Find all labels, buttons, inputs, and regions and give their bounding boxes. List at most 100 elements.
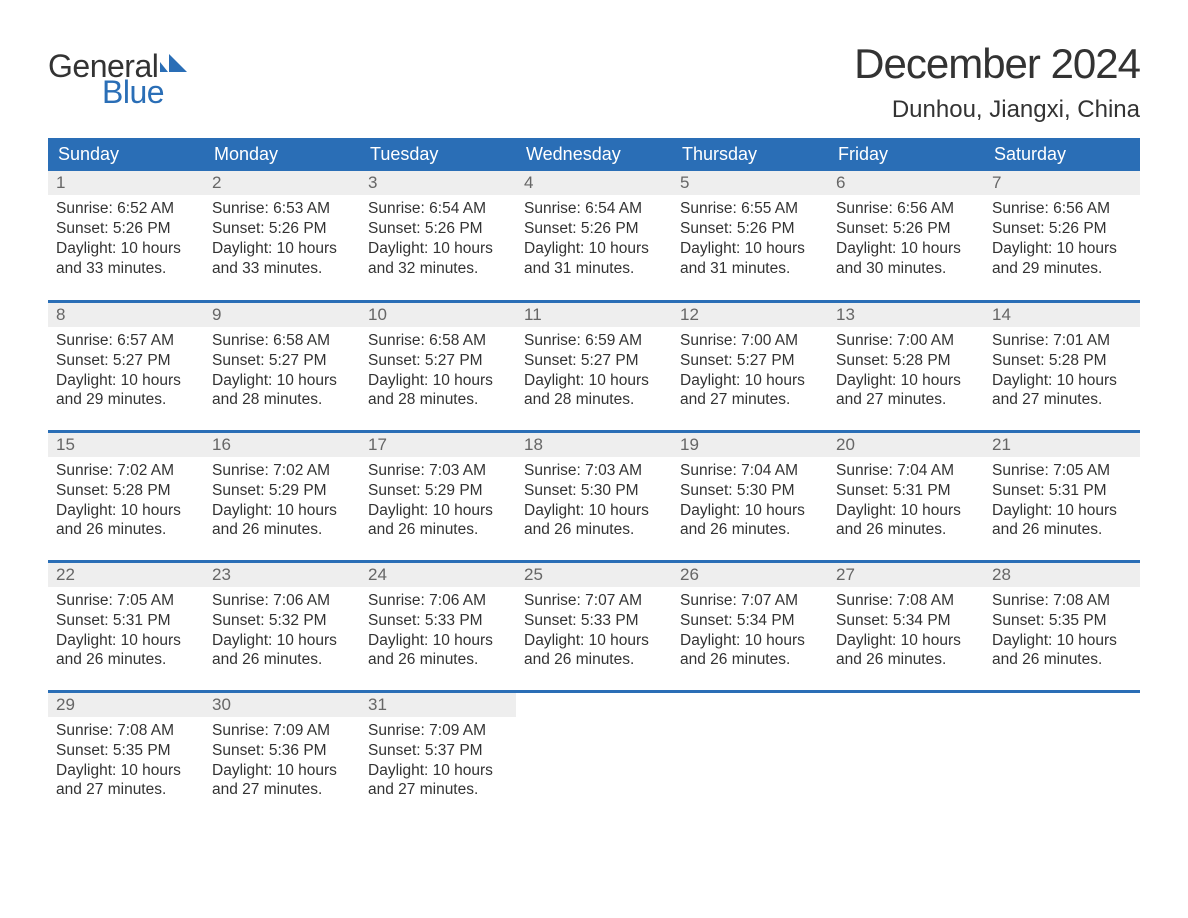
sunrise-text: Sunrise: 6:55 AM (680, 199, 820, 219)
day-number: 28 (984, 563, 1140, 587)
daylight-text-line1: Daylight: 10 hours (524, 371, 664, 391)
calendar-day-cell: .. (516, 691, 672, 821)
daylight-text-line2: and 26 minutes. (680, 520, 820, 540)
day-number: 16 (204, 433, 360, 457)
sunrise-text: Sunrise: 7:07 AM (680, 591, 820, 611)
daylight-text-line1: Daylight: 10 hours (368, 239, 508, 259)
day-details: Sunrise: 7:05 AMSunset: 5:31 PMDaylight:… (48, 587, 204, 680)
day-details: Sunrise: 6:58 AMSunset: 5:27 PMDaylight:… (360, 327, 516, 420)
calendar-day-cell: 6Sunrise: 6:56 AMSunset: 5:26 PMDaylight… (828, 171, 984, 301)
page-title: December 2024 (854, 40, 1140, 88)
daylight-text-line1: Daylight: 10 hours (992, 501, 1132, 521)
daylight-text-line1: Daylight: 10 hours (524, 239, 664, 259)
sunset-text: Sunset: 5:26 PM (836, 219, 976, 239)
sunset-text: Sunset: 5:27 PM (212, 351, 352, 371)
daylight-text-line1: Daylight: 10 hours (524, 631, 664, 651)
daylight-text-line2: and 28 minutes. (212, 390, 352, 410)
daylight-text-line1: Daylight: 10 hours (56, 239, 196, 259)
sunset-text: Sunset: 5:31 PM (836, 481, 976, 501)
daylight-text-line2: and 26 minutes. (680, 650, 820, 670)
sunrise-text: Sunrise: 7:00 AM (836, 331, 976, 351)
daylight-text-line2: and 26 minutes. (368, 520, 508, 540)
day-details: Sunrise: 6:56 AMSunset: 5:26 PMDaylight:… (828, 195, 984, 288)
day-number: 15 (48, 433, 204, 457)
sunset-text: Sunset: 5:26 PM (368, 219, 508, 239)
day-number: 22 (48, 563, 204, 587)
calendar-day-cell: 29Sunrise: 7:08 AMSunset: 5:35 PMDayligh… (48, 691, 204, 821)
calendar-day-cell: 23Sunrise: 7:06 AMSunset: 5:32 PMDayligh… (204, 561, 360, 691)
daylight-text-line1: Daylight: 10 hours (992, 371, 1132, 391)
day-number: 2 (204, 171, 360, 195)
daylight-text-line1: Daylight: 10 hours (56, 501, 196, 521)
day-number: 24 (360, 563, 516, 587)
calendar-day-cell: 1Sunrise: 6:52 AMSunset: 5:26 PMDaylight… (48, 171, 204, 301)
sunrise-text: Sunrise: 7:03 AM (524, 461, 664, 481)
day-number: 10 (360, 303, 516, 327)
daylight-text-line1: Daylight: 10 hours (368, 371, 508, 391)
daylight-text-line2: and 26 minutes. (992, 520, 1132, 540)
title-block: December 2024 Dunhou, Jiangxi, China (854, 40, 1140, 124)
daylight-text-line1: Daylight: 10 hours (56, 761, 196, 781)
sunset-text: Sunset: 5:35 PM (992, 611, 1132, 631)
weekday-header: Wednesday (516, 138, 672, 171)
calendar-day-cell: 27Sunrise: 7:08 AMSunset: 5:34 PMDayligh… (828, 561, 984, 691)
sunrise-text: Sunrise: 7:09 AM (212, 721, 352, 741)
sunrise-text: Sunrise: 6:56 AM (836, 199, 976, 219)
sunset-text: Sunset: 5:26 PM (56, 219, 196, 239)
sunrise-text: Sunrise: 6:54 AM (524, 199, 664, 219)
brand-logo: General Blue (48, 40, 188, 108)
daylight-text-line2: and 26 minutes. (212, 520, 352, 540)
calendar-day-cell: 16Sunrise: 7:02 AMSunset: 5:29 PMDayligh… (204, 431, 360, 561)
day-details: Sunrise: 6:58 AMSunset: 5:27 PMDaylight:… (204, 327, 360, 420)
sunrise-text: Sunrise: 6:58 AM (212, 331, 352, 351)
daylight-text-line1: Daylight: 10 hours (836, 631, 976, 651)
daylight-text-line1: Daylight: 10 hours (56, 631, 196, 651)
day-details: Sunrise: 7:03 AMSunset: 5:30 PMDaylight:… (516, 457, 672, 550)
sunset-text: Sunset: 5:28 PM (56, 481, 196, 501)
day-number: 18 (516, 433, 672, 457)
weekday-header: Friday (828, 138, 984, 171)
day-number: 5 (672, 171, 828, 195)
weekday-header: Thursday (672, 138, 828, 171)
daylight-text-line2: and 27 minutes. (992, 390, 1132, 410)
sunset-text: Sunset: 5:33 PM (524, 611, 664, 631)
day-number: 11 (516, 303, 672, 327)
calendar-day-cell: 9Sunrise: 6:58 AMSunset: 5:27 PMDaylight… (204, 301, 360, 431)
calendar-day-cell: 24Sunrise: 7:06 AMSunset: 5:33 PMDayligh… (360, 561, 516, 691)
daylight-text-line2: and 31 minutes. (524, 259, 664, 279)
daylight-text-line2: and 33 minutes. (56, 259, 196, 279)
sunset-text: Sunset: 5:28 PM (836, 351, 976, 371)
sunset-text: Sunset: 5:27 PM (680, 351, 820, 371)
calendar-day-cell: 22Sunrise: 7:05 AMSunset: 5:31 PMDayligh… (48, 561, 204, 691)
calendar-table: Sunday Monday Tuesday Wednesday Thursday… (48, 138, 1140, 821)
sunrise-text: Sunrise: 6:53 AM (212, 199, 352, 219)
day-details: Sunrise: 7:06 AMSunset: 5:32 PMDaylight:… (204, 587, 360, 680)
calendar-day-cell: 8Sunrise: 6:57 AMSunset: 5:27 PMDaylight… (48, 301, 204, 431)
calendar-week-row: 29Sunrise: 7:08 AMSunset: 5:35 PMDayligh… (48, 691, 1140, 821)
weekday-header: Saturday (984, 138, 1140, 171)
calendar-day-cell: 12Sunrise: 7:00 AMSunset: 5:27 PMDayligh… (672, 301, 828, 431)
daylight-text-line2: and 27 minutes. (368, 780, 508, 800)
calendar-week-row: 15Sunrise: 7:02 AMSunset: 5:28 PMDayligh… (48, 431, 1140, 561)
daylight-text-line2: and 29 minutes. (56, 390, 196, 410)
day-details: Sunrise: 7:07 AMSunset: 5:34 PMDaylight:… (672, 587, 828, 680)
day-number: 25 (516, 563, 672, 587)
day-details: Sunrise: 6:56 AMSunset: 5:26 PMDaylight:… (984, 195, 1140, 288)
calendar-day-cell: 11Sunrise: 6:59 AMSunset: 5:27 PMDayligh… (516, 301, 672, 431)
calendar-day-cell: 30Sunrise: 7:09 AMSunset: 5:36 PMDayligh… (204, 691, 360, 821)
daylight-text-line1: Daylight: 10 hours (212, 239, 352, 259)
day-details: Sunrise: 7:05 AMSunset: 5:31 PMDaylight:… (984, 457, 1140, 550)
calendar-day-cell: .. (672, 691, 828, 821)
sunset-text: Sunset: 5:27 PM (524, 351, 664, 371)
daylight-text-line2: and 26 minutes. (524, 520, 664, 540)
sunset-text: Sunset: 5:31 PM (992, 481, 1132, 501)
day-details: Sunrise: 7:03 AMSunset: 5:29 PMDaylight:… (360, 457, 516, 550)
day-details: Sunrise: 6:54 AMSunset: 5:26 PMDaylight:… (360, 195, 516, 288)
header: General Blue December 2024 Dunhou, Jiang… (48, 40, 1140, 124)
day-details: Sunrise: 7:09 AMSunset: 5:37 PMDaylight:… (360, 717, 516, 810)
calendar-day-cell: 31Sunrise: 7:09 AMSunset: 5:37 PMDayligh… (360, 691, 516, 821)
sunrise-text: Sunrise: 7:00 AM (680, 331, 820, 351)
sunrise-text: Sunrise: 6:57 AM (56, 331, 196, 351)
daylight-text-line1: Daylight: 10 hours (212, 761, 352, 781)
sunset-text: Sunset: 5:37 PM (368, 741, 508, 761)
